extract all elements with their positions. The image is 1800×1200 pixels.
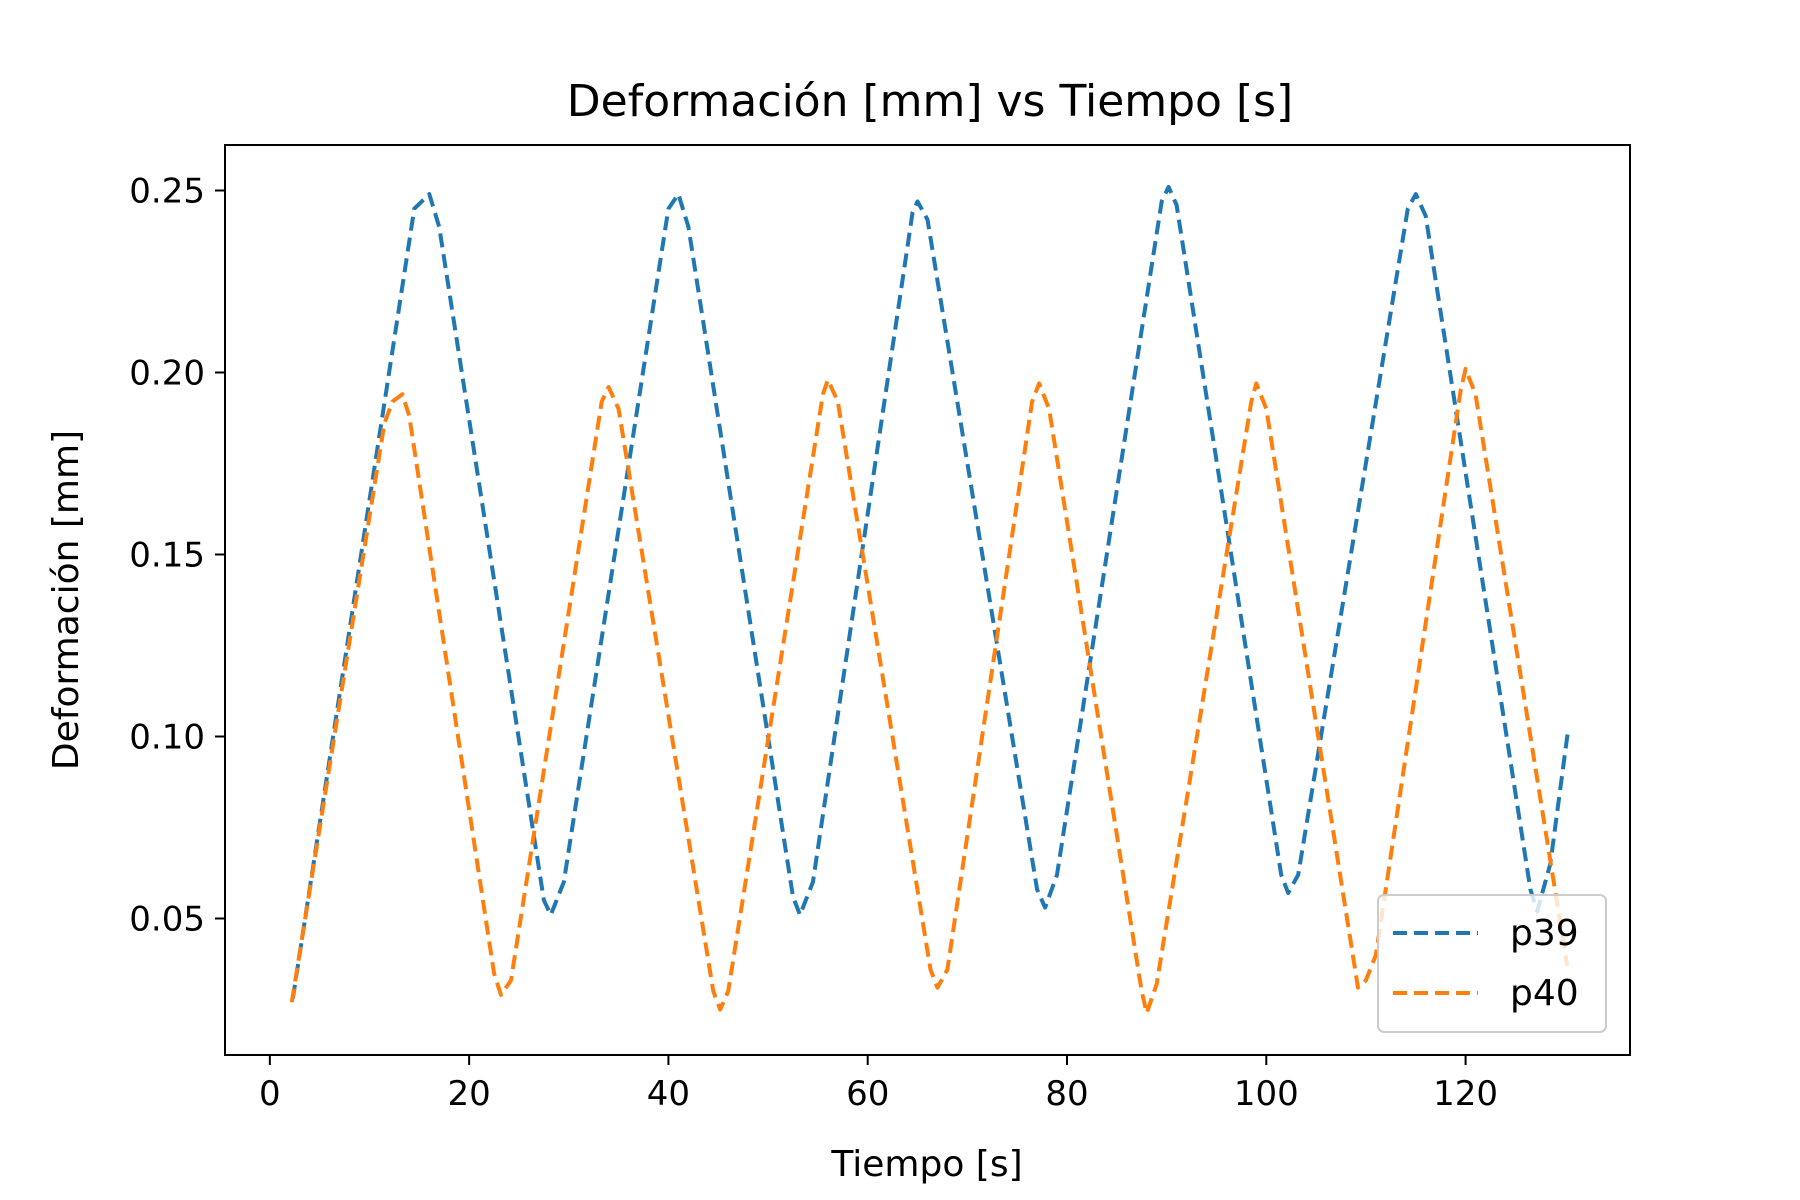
y-axis-label: Deformación [mm] — [46, 430, 87, 770]
series-line-p39 — [290, 184, 1571, 999]
legend-label-p39: p39 — [1510, 913, 1579, 954]
series-line-p40 — [289, 366, 1570, 1016]
axis-ticks: 0 20 40 60 80 100 120 0.05 0.10 0.15 0.20 0.25 — [129, 172, 1498, 1115]
y-tick-label: 0.20 — [129, 354, 205, 394]
x-axis-label: Tiempo [s] — [830, 1144, 1022, 1185]
legend-box — [1377, 894, 1607, 1033]
x-tick-label: 40 — [647, 1074, 690, 1114]
y-tick-label: 0.10 — [129, 718, 205, 758]
y-tick-label: 0.15 — [129, 536, 205, 576]
series-group — [289, 184, 1571, 1016]
x-tick-label: 100 — [1234, 1074, 1299, 1114]
x-tick-label: 60 — [846, 1074, 889, 1114]
axes-frame — [224, 144, 1631, 1056]
legend-label-p40: p40 — [1510, 973, 1579, 1014]
y-tick-label: 0.05 — [129, 900, 205, 940]
x-tick-label: 20 — [447, 1074, 490, 1114]
chart-title: Deformación [mm] vs Tiempo [s] — [567, 76, 1293, 127]
x-tick-label: 80 — [1045, 1074, 1088, 1114]
x-tick-label: 0 — [259, 1074, 281, 1114]
legend: p39 p40 — [1377, 894, 1607, 1033]
y-tick-label: 0.25 — [129, 172, 205, 212]
x-tick-label: 120 — [1433, 1074, 1498, 1114]
